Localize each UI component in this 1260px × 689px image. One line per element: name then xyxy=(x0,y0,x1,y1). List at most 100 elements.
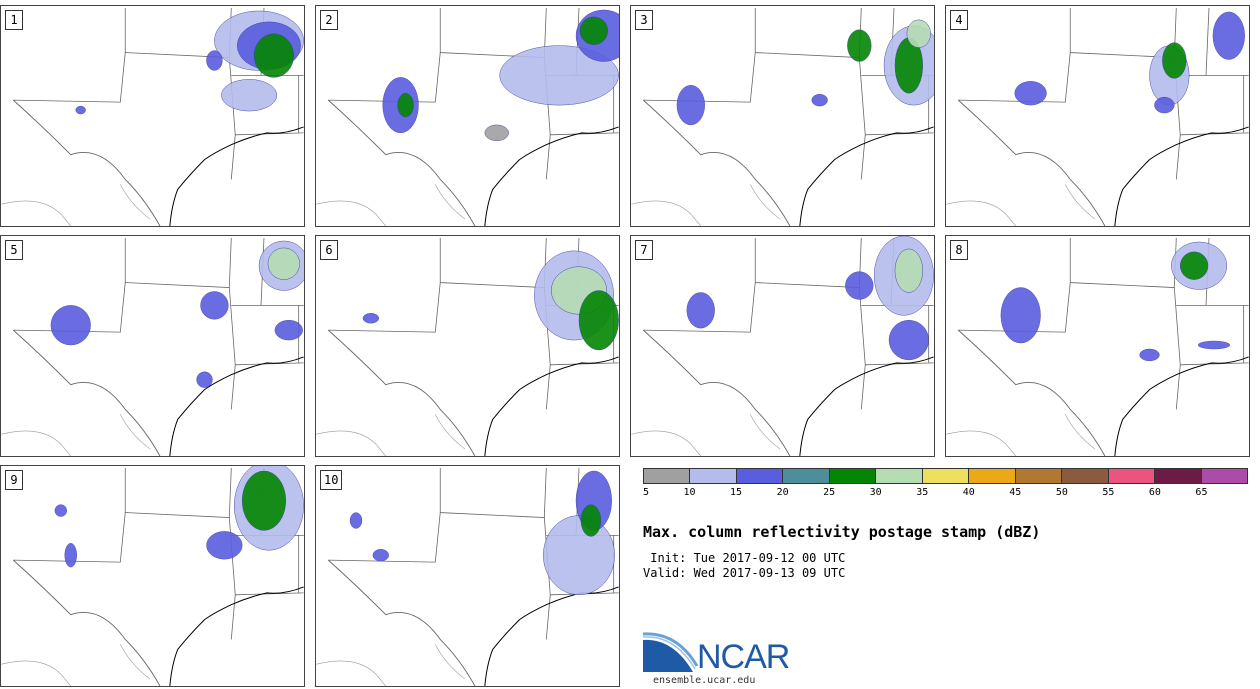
international-border xyxy=(12,99,161,226)
state-boundary xyxy=(439,7,547,58)
panel-map xyxy=(1,466,304,686)
state-boundary xyxy=(439,237,547,288)
mexico-state-boundary xyxy=(120,644,151,680)
colorbar-segment xyxy=(922,469,970,483)
state-boundary xyxy=(13,512,126,563)
panel-number: 6 xyxy=(320,240,338,260)
reflectivity-cell xyxy=(50,305,91,346)
panel-number: 5 xyxy=(5,240,23,260)
state-boundary xyxy=(1180,132,1249,136)
coastline xyxy=(484,586,619,686)
coastline xyxy=(169,356,304,456)
reflectivity-cell xyxy=(241,470,287,531)
mexico-state-boundary xyxy=(1,200,71,226)
mexico-state-boundary xyxy=(120,184,151,220)
state-boundary xyxy=(858,287,866,410)
state-boundary xyxy=(754,237,862,288)
colorbar-tick-label: 60 xyxy=(1148,487,1161,498)
reflectivity-cell xyxy=(274,319,303,341)
state-boundary xyxy=(1205,7,1210,76)
reflectivity-cell xyxy=(811,93,828,107)
reflectivity-cell xyxy=(253,33,294,78)
reflectivity-cell xyxy=(906,19,931,48)
state-boundary xyxy=(235,362,304,366)
state-boundary xyxy=(643,282,756,333)
colorbar-tick-label: 5 xyxy=(643,487,650,498)
postage-stamp-panel: 5 xyxy=(0,235,305,457)
panel-number: 4 xyxy=(950,10,968,30)
colorbar-tick-label: 40 xyxy=(962,487,975,498)
panel-number: 9 xyxy=(5,470,23,490)
logo-url: ensemble.ucar.edu xyxy=(653,675,756,686)
valid-time: Valid: Wed 2017-09-13 09 UTC xyxy=(643,566,846,580)
mexico-state-boundary xyxy=(316,660,386,686)
reflectivity-cell xyxy=(543,515,615,596)
panel-map xyxy=(316,237,619,456)
colorbar-segment xyxy=(1201,469,1248,483)
panel-map xyxy=(946,7,1249,226)
state-boundary xyxy=(235,132,304,136)
reflectivity-cell xyxy=(1162,42,1187,79)
colorbar-tick-label: 35 xyxy=(916,487,929,498)
state-boundary xyxy=(550,132,619,136)
reflectivity-cell xyxy=(372,548,389,562)
panel-number: 8 xyxy=(950,240,968,260)
mexico-state-boundary xyxy=(631,430,701,456)
reflectivity-cell xyxy=(54,504,68,517)
coastline xyxy=(1114,356,1249,456)
coastline xyxy=(799,126,934,226)
state-boundary xyxy=(328,512,441,563)
international-border xyxy=(327,559,476,686)
reflectivity-cell xyxy=(580,504,602,537)
panel-number: 2 xyxy=(320,10,338,30)
international-border xyxy=(642,99,791,226)
panel-number: 1 xyxy=(5,10,23,30)
reflectivity-cell xyxy=(1197,340,1231,350)
mexico-state-boundary xyxy=(631,200,701,226)
reflectivity-cell xyxy=(362,313,380,324)
reflectivity-cell xyxy=(1154,96,1175,114)
coastline xyxy=(484,356,619,456)
state-boundary xyxy=(235,592,304,596)
ncar-logo-icon xyxy=(643,632,699,672)
state-boundary xyxy=(865,362,934,366)
colorbar-tick-label: 30 xyxy=(869,487,882,498)
reflectivity-cell xyxy=(888,319,929,361)
international-border xyxy=(327,99,476,226)
mexico-state-boundary xyxy=(750,414,781,450)
state-boundary xyxy=(1069,7,1177,58)
colorbar-segment xyxy=(969,469,1016,483)
mexico-state-boundary xyxy=(316,200,386,226)
colorbar-segment xyxy=(1015,469,1063,483)
international-border xyxy=(327,329,476,456)
panel-map xyxy=(316,467,619,686)
state-boundary xyxy=(228,287,236,410)
colorbar-segment xyxy=(1062,469,1109,483)
postage-stamp-panel: 1 xyxy=(0,5,305,227)
colorbar-labels: 5 10 15 20 25 30 35 40 45 50 55 60 65 xyxy=(643,487,1248,501)
postage-stamp-panel: 9 xyxy=(0,465,305,687)
postage-stamp-panel: 2 xyxy=(315,5,620,227)
reflectivity-cell xyxy=(64,543,77,568)
panel-map xyxy=(946,237,1249,456)
panel-map xyxy=(1,237,304,456)
panel-map xyxy=(316,7,619,226)
postage-stamp-panel: 7 xyxy=(630,235,935,457)
state-boundary xyxy=(124,467,232,518)
colorbar-segment xyxy=(644,469,691,483)
reflectivity-cell xyxy=(206,50,223,71)
postage-stamp-panel: 10 xyxy=(315,465,620,687)
figure-title: Max. column reflectivity postage stamp (… xyxy=(643,523,1041,541)
state-boundary xyxy=(550,362,619,366)
reflectivity-cell xyxy=(200,291,229,320)
panel-map xyxy=(631,236,934,456)
colorbar-tick-label: 45 xyxy=(1009,487,1022,498)
state-boundary xyxy=(1069,237,1177,288)
state-boundary xyxy=(1173,287,1181,410)
state-boundary xyxy=(439,467,547,518)
state-boundary xyxy=(1180,362,1249,366)
reflectivity-cell xyxy=(484,124,509,142)
state-boundary xyxy=(13,52,126,103)
coastline xyxy=(169,126,304,226)
reflectivity-cell xyxy=(686,292,715,329)
